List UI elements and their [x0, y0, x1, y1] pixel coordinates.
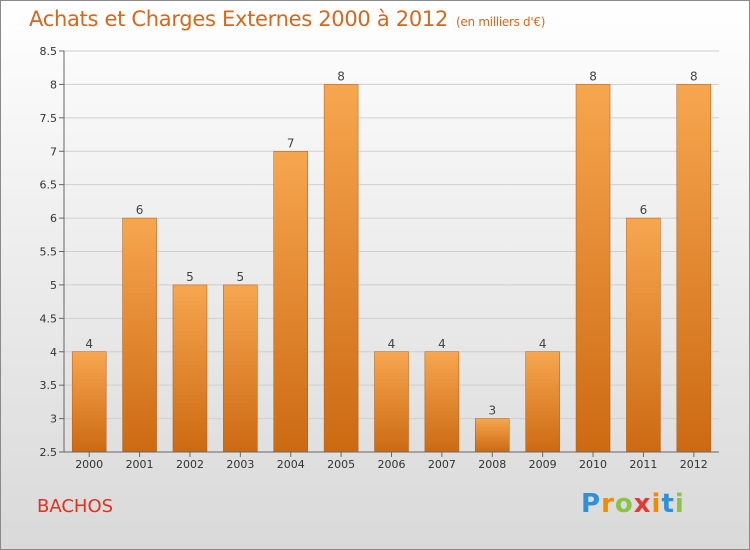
bar-2007 — [424, 351, 460, 453]
x-tick-label-2000: 2000 — [75, 458, 103, 471]
y-tick-label: 7.5 — [40, 112, 58, 125]
y-tick-label: 6 — [50, 212, 57, 225]
value-label-2002: 5 — [186, 270, 194, 284]
y-tick-label: 3.5 — [40, 379, 58, 392]
value-label-2005: 8 — [337, 69, 345, 83]
bar-2005 — [323, 84, 359, 453]
value-label-2011: 6 — [640, 203, 648, 217]
value-label-2004: 7 — [287, 136, 295, 150]
value-label-2006: 4 — [388, 337, 396, 351]
bar-2002 — [172, 284, 208, 453]
chart-title: Achats et Charges Externes 2000 à 2012 (e… — [29, 7, 545, 31]
x-axis: 2000 2001 2002 2003 2004 2005 2006 2007 2008 2009… — [64, 451, 719, 471]
bars: 4 6 5 5 7 8 4 4 3 4 8 6 8 — [71, 69, 712, 453]
y-axis: 2.5 3 3.5 4 4.5 5 5.5 6 6.5 7 7.5 8 8.5 — [40, 45, 65, 459]
bar-2006 — [374, 351, 409, 453]
y-tick-label: 6.5 — [40, 179, 58, 192]
value-label-2012: 8 — [690, 69, 698, 83]
logo-letter: P — [581, 489, 602, 519]
y-tick-label: 8.5 — [40, 45, 58, 58]
x-tick-label-2008: 2008 — [478, 458, 506, 471]
y-tick-label: 8 — [50, 78, 57, 91]
chart-title-text: Achats et Charges Externes 2000 à 2012 — [29, 7, 449, 31]
logo-letter: i — [674, 489, 685, 519]
bar-2009 — [525, 351, 560, 453]
bar-2003 — [223, 284, 258, 453]
y-tick-label: 4.5 — [40, 312, 58, 325]
x-tick-label-2004: 2004 — [277, 458, 305, 471]
x-tick-label-2009: 2009 — [529, 458, 557, 471]
y-tick-label: 3 — [50, 413, 57, 426]
value-label-2009: 4 — [539, 337, 547, 351]
bar-2000 — [71, 351, 107, 453]
logo-letter: t — [661, 489, 675, 519]
x-tick-label-2005: 2005 — [327, 458, 355, 471]
value-label-2000: 4 — [85, 337, 93, 351]
x-tick-label-2006: 2006 — [378, 458, 406, 471]
bar-2001 — [122, 217, 157, 453]
x-tick-label-2012: 2012 — [680, 458, 708, 471]
value-label-2001: 6 — [136, 203, 144, 217]
commune-name: BACHOS — [37, 496, 114, 517]
y-tick-label: 4 — [50, 346, 57, 359]
y-tick-label: 2.5 — [40, 446, 58, 459]
value-label-2008: 3 — [488, 404, 496, 418]
value-label-2003: 5 — [237, 270, 245, 284]
bar-2008 — [475, 418, 510, 453]
bar-2011 — [626, 217, 661, 453]
bar-2004 — [273, 151, 308, 453]
x-tick-label-2010: 2010 — [579, 458, 607, 471]
logo-letter: r — [601, 489, 615, 519]
proxiti-logo: Proxiti — [581, 489, 685, 519]
value-label-2007: 4 — [438, 337, 446, 351]
y-tick-label: 5 — [50, 279, 57, 292]
logo-letter: o — [614, 489, 634, 519]
value-label-2010: 8 — [589, 69, 597, 83]
y-tick-label: 7 — [50, 145, 57, 158]
logo-letter: i — [651, 489, 662, 519]
y-tick-label: 5.5 — [40, 246, 58, 259]
bar-2010 — [575, 84, 611, 453]
x-tick-label-2001: 2001 — [126, 458, 154, 471]
bar-2012 — [676, 84, 712, 453]
x-tick-label-2007: 2007 — [428, 458, 456, 471]
x-tick-label-2011: 2011 — [629, 458, 657, 471]
x-tick-label-2003: 2003 — [226, 458, 254, 471]
logo-letter: x — [633, 489, 652, 519]
chart-unit: (en milliers d'€) — [456, 15, 546, 29]
x-tick-label-2002: 2002 — [176, 458, 204, 471]
